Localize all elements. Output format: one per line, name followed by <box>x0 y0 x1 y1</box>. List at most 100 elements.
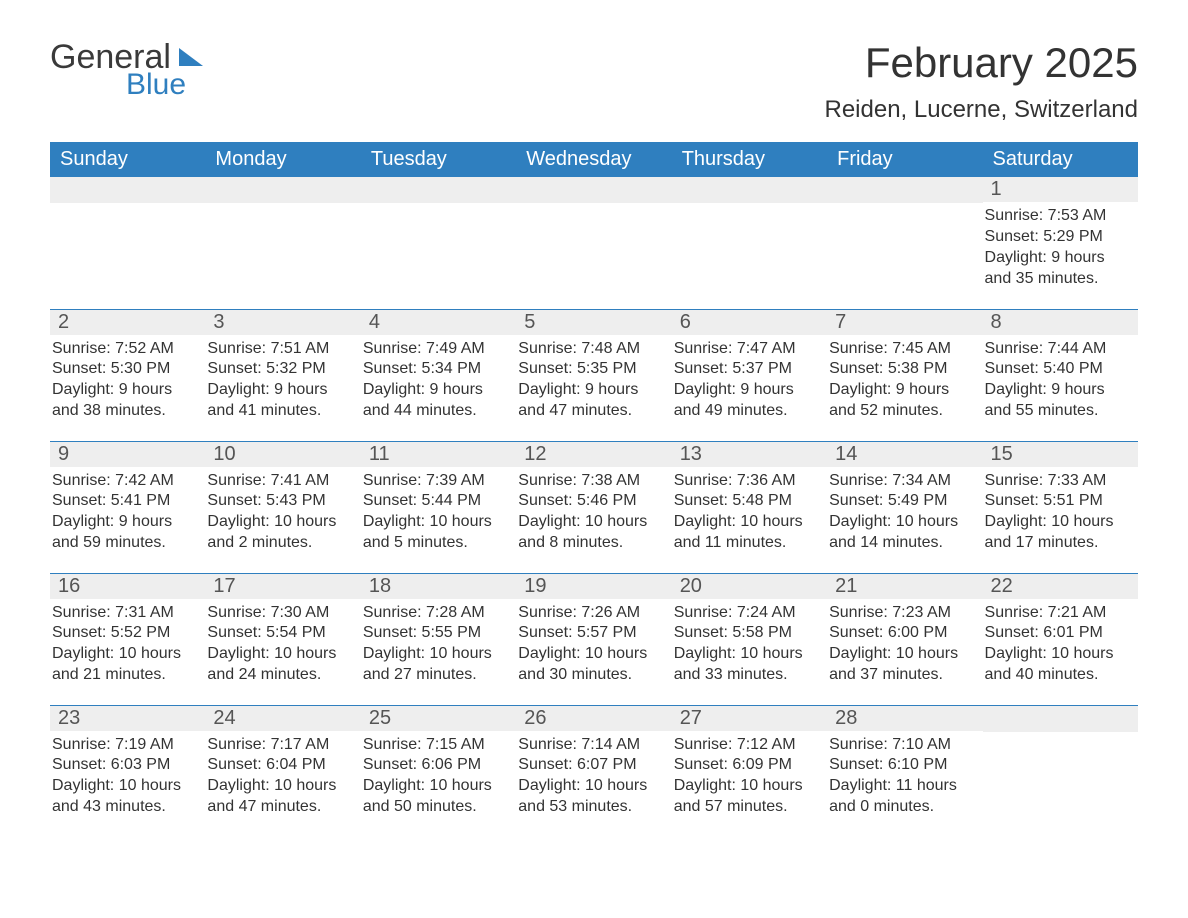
day-number: 18 <box>361 574 516 599</box>
sunrise-text: Sunrise: 7:49 AM <box>363 339 508 360</box>
day-number-empty <box>827 177 982 203</box>
day-number-empty <box>672 177 827 203</box>
daylight-text: Daylight: 10 hours and 2 minutes. <box>207 512 352 554</box>
sunset-text: Sunset: 5:54 PM <box>207 623 352 644</box>
calendar-week-row: 1Sunrise: 7:53 AMSunset: 5:29 PMDaylight… <box>50 177 1138 309</box>
sunset-text: Sunset: 5:35 PM <box>518 359 663 380</box>
calendar-body: 1Sunrise: 7:53 AMSunset: 5:29 PMDaylight… <box>50 177 1138 837</box>
sunrise-text: Sunrise: 7:21 AM <box>985 603 1130 624</box>
day-number: 27 <box>672 706 827 731</box>
sunset-text: Sunset: 5:29 PM <box>985 227 1130 248</box>
daylight-text: Daylight: 10 hours and 5 minutes. <box>363 512 508 554</box>
sunset-text: Sunset: 5:57 PM <box>518 623 663 644</box>
daylight-text: Daylight: 10 hours and 8 minutes. <box>518 512 663 554</box>
day-details: Sunrise: 7:47 AMSunset: 5:37 PMDaylight:… <box>672 335 827 426</box>
sunrise-text: Sunrise: 7:39 AM <box>363 471 508 492</box>
day-details: Sunrise: 7:26 AMSunset: 5:57 PMDaylight:… <box>516 599 671 690</box>
daylight-text: Daylight: 10 hours and 53 minutes. <box>518 776 663 818</box>
day-details: Sunrise: 7:52 AMSunset: 5:30 PMDaylight:… <box>50 335 205 426</box>
calendar-cell: 8 Sunrise: 7:44 AMSunset: 5:40 PMDaylight… <box>983 309 1138 441</box>
day-number: 25 <box>361 706 516 731</box>
day-details: Sunrise: 7:41 AMSunset: 5:43 PMDaylight:… <box>205 467 360 558</box>
sunrise-text: Sunrise: 7:31 AM <box>52 603 197 624</box>
daylight-text: Daylight: 9 hours and 49 minutes. <box>674 380 819 422</box>
daylight-text: Daylight: 9 hours and 52 minutes. <box>829 380 974 422</box>
daylight-text: Daylight: 9 hours and 44 minutes. <box>363 380 508 422</box>
sunset-text: Sunset: 5:34 PM <box>363 359 508 380</box>
day-number: 13 <box>672 442 827 467</box>
sunrise-text: Sunrise: 7:52 AM <box>52 339 197 360</box>
day-number: 26 <box>516 706 671 731</box>
day-number: 23 <box>50 706 205 731</box>
calendar-week-row: 2Sunrise: 7:52 AMSunset: 5:30 PMDaylight… <box>50 309 1138 441</box>
sunrise-text: Sunrise: 7:30 AM <box>207 603 352 624</box>
location: Reiden, Lucerne, Switzerland <box>824 96 1138 124</box>
day-details: Sunrise: 7:30 AMSunset: 5:54 PMDaylight:… <box>205 599 360 690</box>
daylight-text: Daylight: 9 hours and 47 minutes. <box>518 380 663 422</box>
day-number-empty <box>50 177 205 203</box>
sunset-text: Sunset: 5:48 PM <box>674 491 819 512</box>
day-details: Sunrise: 7:14 AMSunset: 6:07 PMDaylight:… <box>516 731 671 822</box>
sunrise-text: Sunrise: 7:12 AM <box>674 735 819 756</box>
day-details: Sunrise: 7:33 AMSunset: 5:51 PMDaylight:… <box>983 467 1138 558</box>
calendar-cell: 6Sunrise: 7:47 AMSunset: 5:37 PMDaylight… <box>672 309 827 441</box>
day-number: 21 <box>827 574 982 599</box>
calendar-cell: 1Sunrise: 7:53 AMSunset: 5:29 PMDaylight… <box>983 177 1138 309</box>
sunset-text: Sunset: 6:10 PM <box>829 755 974 776</box>
sunrise-text: Sunrise: 7:41 AM <box>207 471 352 492</box>
calendar-cell: 9Sunrise: 7:42 AMSunset: 5:41 PMDaylight… <box>50 441 205 573</box>
sunrise-text: Sunrise: 7:53 AM <box>985 206 1130 227</box>
sunrise-text: Sunrise: 7:23 AM <box>829 603 974 624</box>
calendar-cell: 22Sunrise: 7:21 AMSunset: 6:01 PMDayligh… <box>983 573 1138 705</box>
day-number: 8 <box>983 310 1138 335</box>
calendar-cell: 14Sunrise: 7:34 AMSunset: 5:49 PMDayligh… <box>827 441 982 573</box>
daylight-text: Daylight: 10 hours and 21 minutes. <box>52 644 197 686</box>
sunset-text: Sunset: 5:44 PM <box>363 491 508 512</box>
sunrise-text: Sunrise: 7:26 AM <box>518 603 663 624</box>
calendar-cell <box>516 177 671 309</box>
daylight-text: Daylight: 9 hours and 41 minutes. <box>207 380 352 422</box>
daylight-text: Daylight: 10 hours and 24 minutes. <box>207 644 352 686</box>
calendar-cell: 5Sunrise: 7:48 AMSunset: 5:35 PMDaylight… <box>516 309 671 441</box>
calendar-cell: 19Sunrise: 7:26 AMSunset: 5:57 PMDayligh… <box>516 573 671 705</box>
calendar-cell: 3Sunrise: 7:51 AMSunset: 5:32 PMDaylight… <box>205 309 360 441</box>
calendar-cell: 4 Sunrise: 7:49 AMSunset: 5:34 PMDaylight… <box>361 309 516 441</box>
day-number: 3 <box>205 310 360 335</box>
calendar-cell: 15Sunrise: 7:33 AMSunset: 5:51 PMDayligh… <box>983 441 1138 573</box>
daylight-text: Daylight: 10 hours and 40 minutes. <box>985 644 1130 686</box>
sunset-text: Sunset: 5:51 PM <box>985 491 1130 512</box>
sunset-text: Sunset: 5:40 PM <box>985 359 1130 380</box>
sunrise-text: Sunrise: 7:48 AM <box>518 339 663 360</box>
weekday-header-row: SundayMondayTuesdayWednesdayThursdayFrid… <box>50 142 1138 177</box>
day-details: Sunrise: 7:45 AMSunset: 5:38 PMDaylight:… <box>827 335 982 426</box>
day-details: Sunrise: 7:53 AMSunset: 5:29 PMDaylight:… <box>983 202 1138 293</box>
day-number: 14 <box>827 442 982 467</box>
calendar-cell: 11Sunrise: 7:39 AMSunset: 5:44 PMDayligh… <box>361 441 516 573</box>
day-details: Sunrise: 7:39 AMSunset: 5:44 PMDaylight:… <box>361 467 516 558</box>
daylight-text: Daylight: 9 hours and 55 minutes. <box>985 380 1130 422</box>
calendar-week-row: 23Sunrise: 7:19 AMSunset: 6:03 PMDayligh… <box>50 705 1138 837</box>
day-details: Sunrise: 7:17 AMSunset: 6:04 PMDaylight:… <box>205 731 360 822</box>
day-details: Sunrise: 7:10 AMSunset: 6:10 PMDaylight:… <box>827 731 982 822</box>
weekday-header: Monday <box>205 142 360 177</box>
day-number-empty <box>361 177 516 203</box>
title-block: February 2025 Reiden, Lucerne, Switzerla… <box>824 40 1138 124</box>
calendar-table: SundayMondayTuesdayWednesdayThursdayFrid… <box>50 142 1138 837</box>
calendar-cell: 18Sunrise: 7:28 AMSunset: 5:55 PMDayligh… <box>361 573 516 705</box>
day-details: Sunrise: 7:21 AMSunset: 6:01 PMDaylight:… <box>983 599 1138 690</box>
sunset-text: Sunset: 5:46 PM <box>518 491 663 512</box>
daylight-text: Daylight: 9 hours and 35 minutes. <box>985 248 1130 290</box>
sunset-text: Sunset: 6:09 PM <box>674 755 819 776</box>
day-details: Sunrise: 7:24 AMSunset: 5:58 PMDaylight:… <box>672 599 827 690</box>
calendar-cell <box>205 177 360 309</box>
daylight-text: Daylight: 10 hours and 30 minutes. <box>518 644 663 686</box>
day-number: 19 <box>516 574 671 599</box>
calendar-cell: 24Sunrise: 7:17 AMSunset: 6:04 PMDayligh… <box>205 705 360 837</box>
calendar-cell: 16Sunrise: 7:31 AMSunset: 5:52 PMDayligh… <box>50 573 205 705</box>
day-number: 4 <box>361 310 516 335</box>
day-details: Sunrise: 7:38 AMSunset: 5:46 PMDaylight:… <box>516 467 671 558</box>
sunrise-text: Sunrise: 7:44 AM <box>985 339 1130 360</box>
day-details: Sunrise: 7:28 AMSunset: 5:55 PMDaylight:… <box>361 599 516 690</box>
daylight-text: Daylight: 10 hours and 37 minutes. <box>829 644 974 686</box>
sunrise-text: Sunrise: 7:51 AM <box>207 339 352 360</box>
